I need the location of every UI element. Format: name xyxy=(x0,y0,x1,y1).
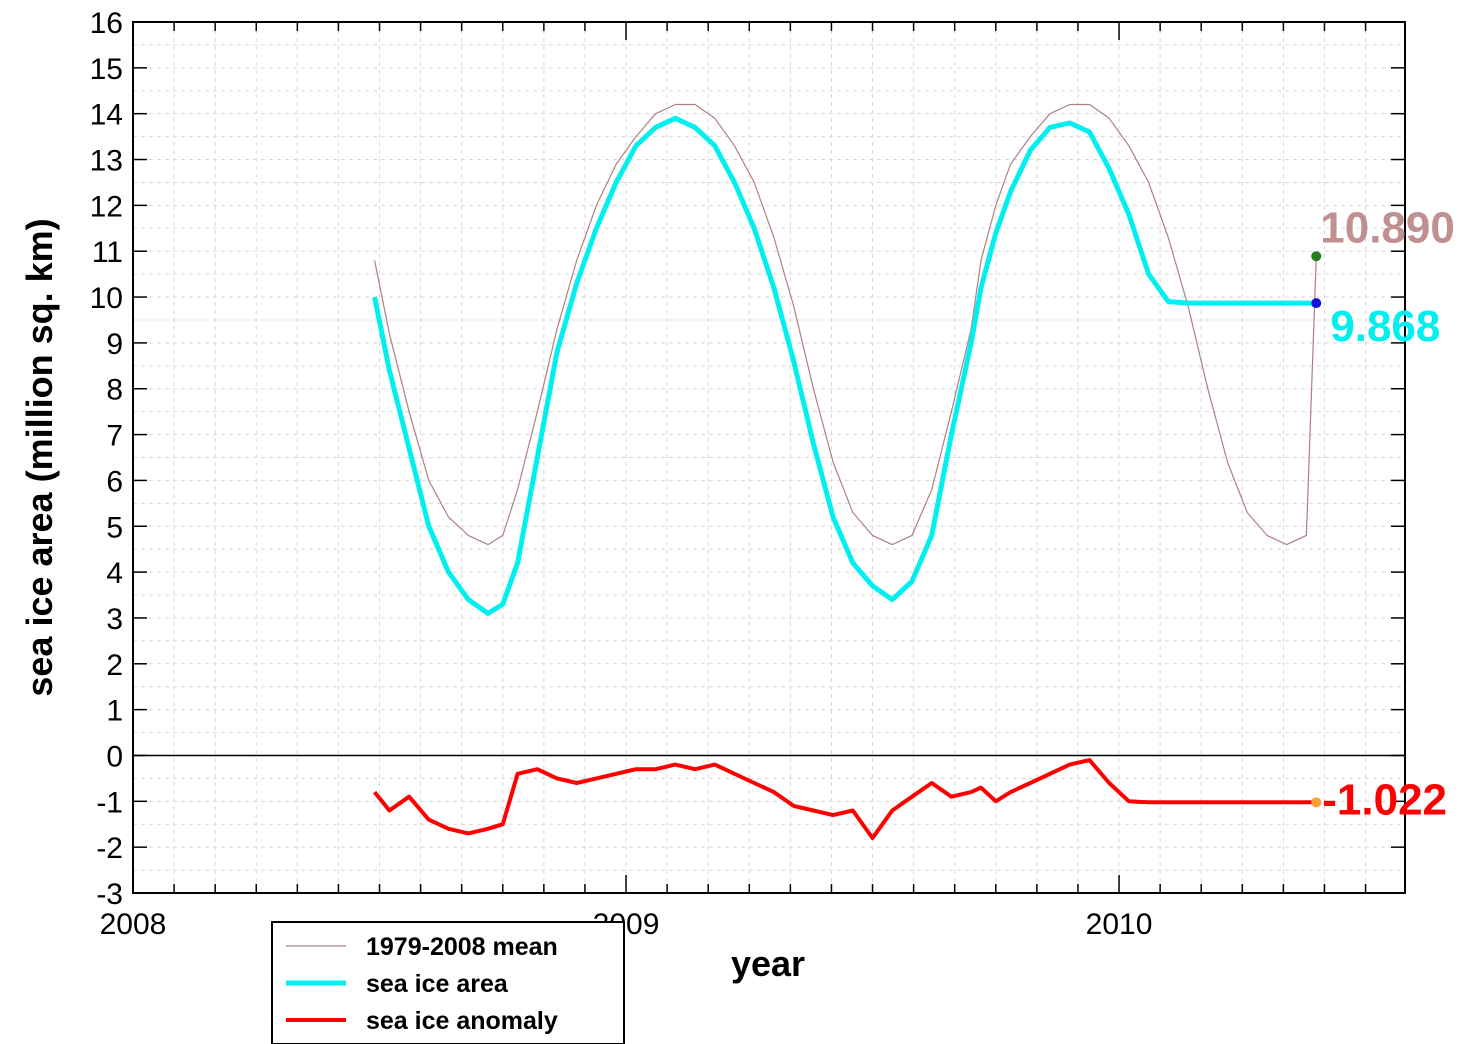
x-tick-label: 2010 xyxy=(1086,908,1153,941)
end-value-label-mean: 10.890 xyxy=(1320,203,1455,252)
y-tick-label: 15 xyxy=(90,53,123,86)
legend-label-area: sea ice area xyxy=(366,970,509,998)
x-axis-title: year xyxy=(731,943,805,984)
y-tick-label: 12 xyxy=(90,190,123,223)
end-marker-mean xyxy=(1311,251,1322,262)
legend-label-mean: 1979-2008 mean xyxy=(366,933,558,961)
end-marker-area xyxy=(1311,298,1322,309)
y-tick-label: 10 xyxy=(90,282,123,315)
y-tick-label: 0 xyxy=(106,740,123,773)
x-tick-label: 2008 xyxy=(100,908,167,941)
y-tick-label: 2 xyxy=(106,649,123,682)
end-marker-anomaly xyxy=(1311,797,1322,808)
y-tick-label: 7 xyxy=(106,420,123,453)
series-line-anomaly xyxy=(373,758,1317,840)
y-tick-label: -3 xyxy=(96,878,123,911)
end-value-label-area: 9.868 xyxy=(1330,302,1440,351)
y-tick-label: 5 xyxy=(106,511,123,544)
axis-ticks xyxy=(132,21,1405,894)
series-line-mean xyxy=(374,103,1317,546)
x-tick-labels: 2008 2009 2010 xyxy=(100,908,1153,941)
y-tick-label: 9 xyxy=(106,328,123,361)
y-tick-label: 3 xyxy=(106,603,123,636)
series-layer xyxy=(372,103,1317,840)
end-value-label-anomaly: -1.022 xyxy=(1322,775,1447,824)
series-end-markers: 10.890 9.868 -1.022 xyxy=(1311,203,1455,824)
y-tick-label: 8 xyxy=(106,374,123,407)
y-tick-label: 11 xyxy=(92,236,123,269)
plot-frame xyxy=(132,21,1406,894)
y-tick-label: 4 xyxy=(106,557,123,590)
y-tick-label: 16 xyxy=(90,7,123,40)
y-tick-label: 6 xyxy=(106,465,123,498)
y-tick-label: -1 xyxy=(96,786,123,819)
y-tick-label: 1 xyxy=(106,695,123,728)
y-tick-label: 13 xyxy=(90,145,123,178)
y-tick-label: -2 xyxy=(96,832,123,865)
legend-label-anomaly: sea ice anomaly xyxy=(366,1007,558,1035)
y-axis-title: sea ice area (million sq. km) xyxy=(19,218,60,696)
legend: 1979-2008 mean sea ice area sea ice anomal… xyxy=(271,921,625,1044)
series-line-area xyxy=(372,115,1317,616)
y-tick-label: 14 xyxy=(90,99,123,132)
